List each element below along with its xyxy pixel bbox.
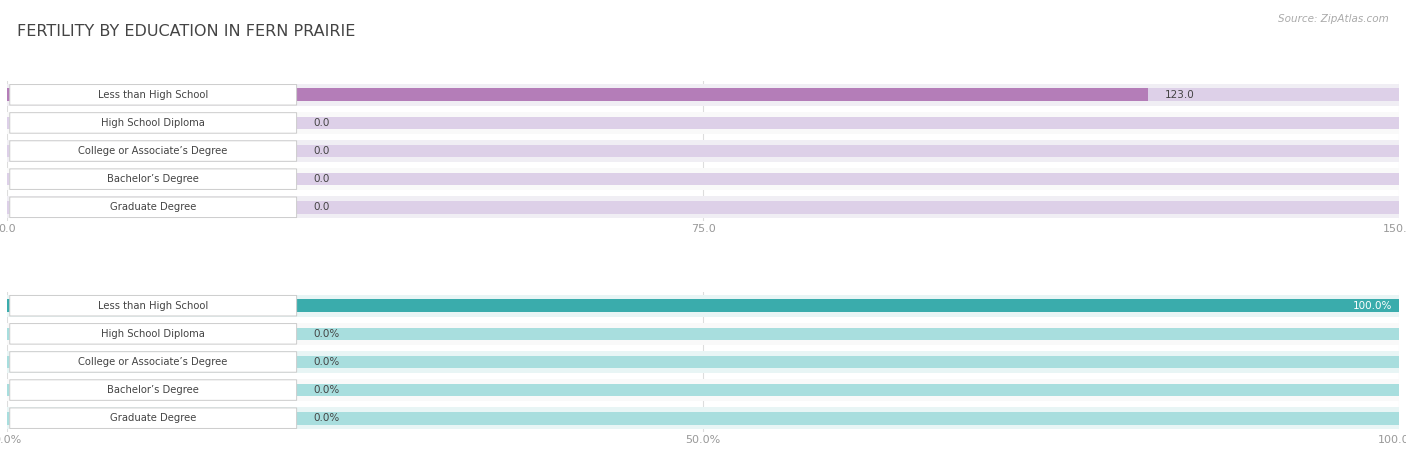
Text: 0.0%: 0.0% [314, 385, 339, 395]
Bar [7, 168, 1399, 190]
Bar [7, 201, 1399, 214]
Bar [7, 116, 1399, 129]
Bar [7, 379, 1399, 401]
Bar [7, 88, 1399, 101]
Text: Bachelor’s Degree: Bachelor’s Degree [107, 174, 200, 184]
Text: 0.0%: 0.0% [314, 329, 339, 339]
Bar [7, 327, 1399, 340]
Text: 100.0%: 100.0% [1353, 301, 1392, 311]
Bar [7, 323, 1399, 345]
Bar [7, 384, 1399, 397]
Text: College or Associate’s Degree: College or Associate’s Degree [79, 146, 228, 156]
Text: 0.0%: 0.0% [314, 357, 339, 367]
Text: 0.0: 0.0 [314, 202, 329, 212]
Bar [7, 356, 1399, 368]
Text: Less than High School: Less than High School [98, 90, 208, 100]
Text: 0.0: 0.0 [314, 118, 329, 128]
Bar [7, 84, 1399, 106]
FancyBboxPatch shape [10, 169, 297, 190]
Text: Bachelor’s Degree: Bachelor’s Degree [107, 385, 200, 395]
Text: Graduate Degree: Graduate Degree [110, 413, 197, 423]
Bar [7, 295, 1399, 317]
Bar [7, 88, 1149, 101]
Bar [7, 196, 1399, 218]
Text: Graduate Degree: Graduate Degree [110, 202, 197, 212]
Bar [7, 140, 1399, 162]
Text: High School Diploma: High School Diploma [101, 118, 205, 128]
FancyBboxPatch shape [10, 323, 297, 344]
Bar [7, 299, 1399, 312]
Text: 0.0: 0.0 [314, 174, 329, 184]
Text: 0.0%: 0.0% [314, 413, 339, 423]
Bar [7, 145, 1399, 157]
FancyBboxPatch shape [10, 141, 297, 162]
Bar [7, 112, 1399, 134]
Text: Source: ZipAtlas.com: Source: ZipAtlas.com [1278, 14, 1389, 24]
Bar [7, 351, 1399, 373]
Text: FERTILITY BY EDUCATION IN FERN PRAIRIE: FERTILITY BY EDUCATION IN FERN PRAIRIE [17, 24, 356, 39]
FancyBboxPatch shape [10, 113, 297, 133]
Text: Less than High School: Less than High School [98, 301, 208, 311]
FancyBboxPatch shape [10, 408, 297, 428]
FancyBboxPatch shape [10, 352, 297, 372]
FancyBboxPatch shape [10, 380, 297, 400]
Bar [7, 412, 1399, 425]
Bar [7, 299, 1399, 312]
Text: High School Diploma: High School Diploma [101, 329, 205, 339]
FancyBboxPatch shape [10, 197, 297, 218]
Bar [7, 173, 1399, 186]
Bar [7, 407, 1399, 429]
FancyBboxPatch shape [10, 85, 297, 105]
Text: 0.0: 0.0 [314, 146, 329, 156]
FancyBboxPatch shape [10, 295, 297, 316]
Text: College or Associate’s Degree: College or Associate’s Degree [79, 357, 228, 367]
Text: 123.0: 123.0 [1166, 90, 1195, 100]
